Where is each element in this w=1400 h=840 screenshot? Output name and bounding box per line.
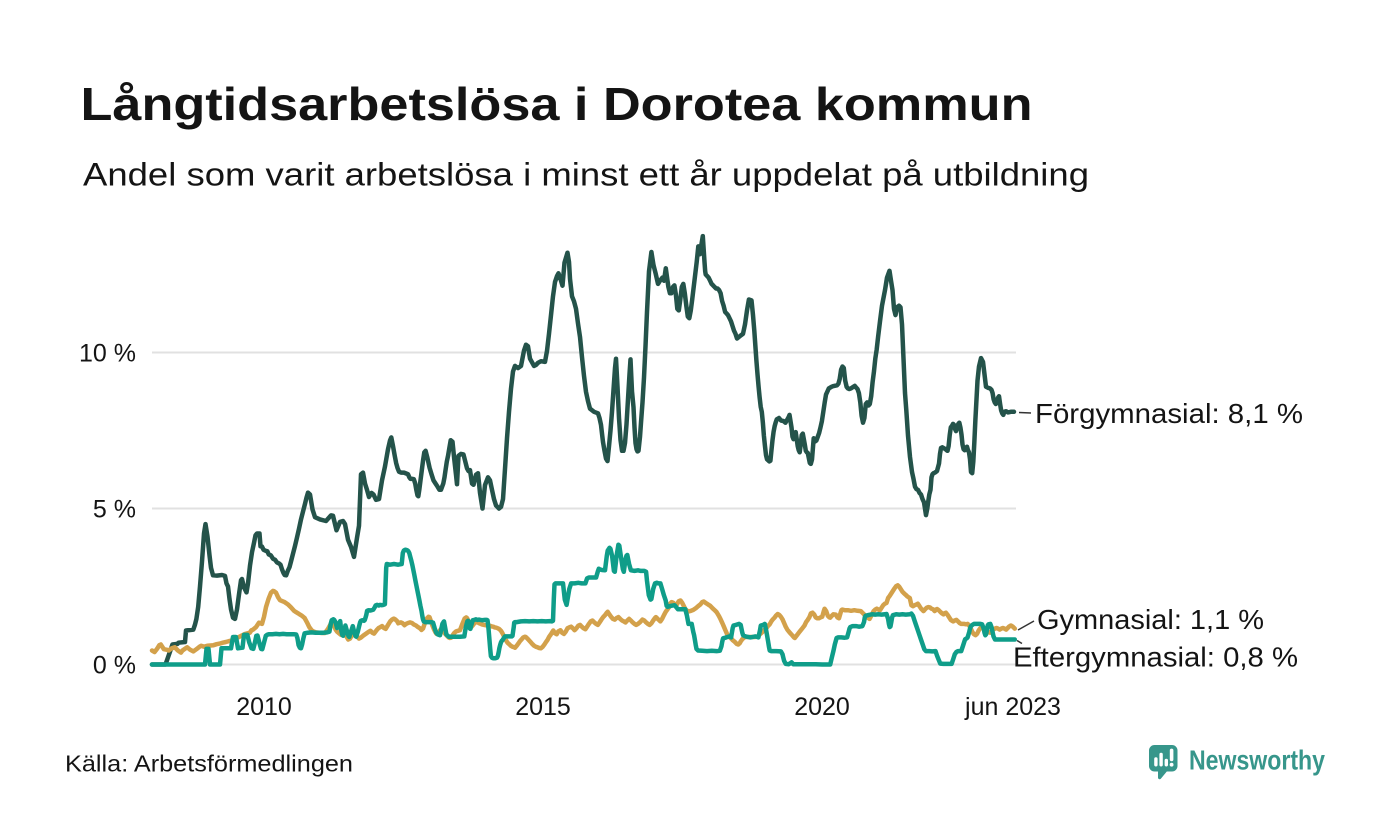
svg-text:2015: 2015	[515, 693, 571, 721]
svg-text:Eftergymnasial: 0,8 %: Eftergymnasial: 0,8 %	[1013, 642, 1298, 673]
svg-text:Källa: Arbetsförmedlingen: Källa: Arbetsförmedlingen	[65, 751, 353, 777]
svg-text:0 %: 0 %	[93, 652, 136, 680]
svg-text:5 %: 5 %	[93, 496, 136, 524]
svg-text:10 %: 10 %	[79, 340, 136, 368]
svg-text:Förgymnasial: 8,1 %: Förgymnasial: 8,1 %	[1035, 398, 1303, 429]
svg-text:2010: 2010	[236, 693, 292, 721]
svg-text:jun 2023: jun 2023	[964, 693, 1061, 721]
svg-text:2020: 2020	[794, 693, 850, 721]
svg-text:Andel som varit arbetslösa i m: Andel som varit arbetslösa i minst ett å…	[83, 157, 1089, 193]
svg-text:Gymnasial: 1,1 %: Gymnasial: 1,1 %	[1037, 604, 1264, 635]
svg-text:Newsworthy: Newsworthy	[1189, 745, 1325, 776]
svg-text:Långtidsarbetslösa i Dorotea k: Långtidsarbetslösa i Dorotea kommun	[81, 78, 1033, 130]
